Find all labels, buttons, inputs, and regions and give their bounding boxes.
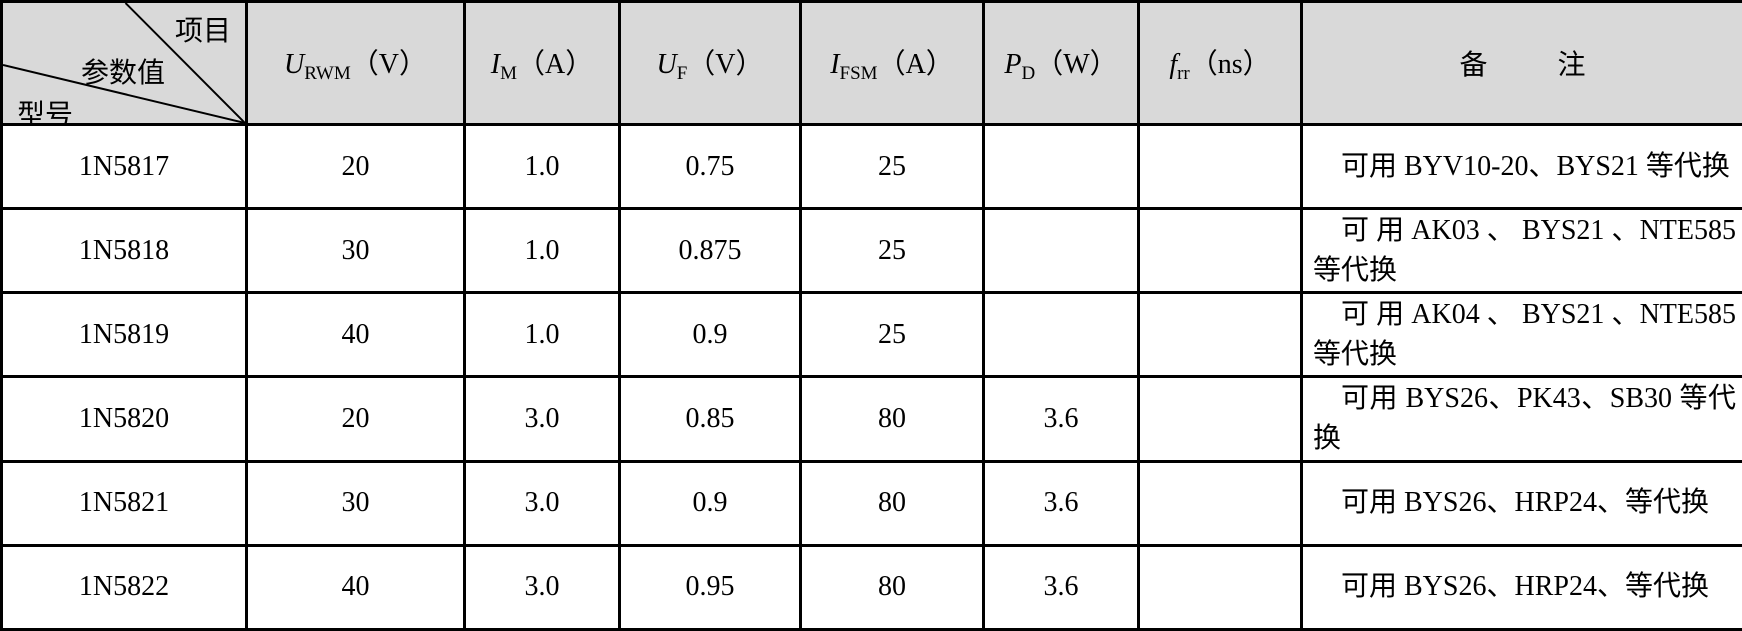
col-unit: （A） (517, 48, 594, 80)
col-symbol: U (284, 48, 305, 80)
cell-im: 1.0 (463, 207, 621, 295)
col-header-ifsm: IFSM（A） (799, 0, 985, 126)
cell-frr (1137, 291, 1303, 379)
corner-header-cell: 项目 参数值 型号 (0, 0, 248, 126)
col-symbol: U (656, 48, 677, 80)
col-unit: （ns） (1189, 48, 1271, 80)
diagonal-lines (4, 4, 244, 122)
cell-uf: 0.9 (618, 459, 802, 547)
cell-note: 可 用 AK04 、 BYS21 、NTE585 等代换 (1300, 291, 1742, 379)
cell-pd: 3.6 (982, 375, 1140, 463)
corner-label-model: 型号 (17, 100, 74, 125)
cell-model: 1N5822 (0, 543, 248, 631)
cell-ifsm: 25 (799, 291, 985, 379)
note-text: 可 用 AK04 、 BYS21 、NTE585 等代换 (1313, 298, 1736, 370)
cell-note: 可 用 AK03 、 BYS21 、NTE585 等代换 (1300, 207, 1742, 295)
col-subscript: M (500, 62, 517, 84)
note-text: 可 用 AK03 、 BYS21 、NTE585 等代换 (1313, 214, 1736, 286)
cell-model: 1N5820 (0, 375, 248, 463)
cell-ifsm: 80 (799, 459, 985, 547)
cell-note: 可用 BYS26、PK43、SB30 等代换 (1300, 375, 1742, 463)
col-subscript: F (676, 62, 688, 84)
col-subscript: FSM (839, 62, 878, 84)
col-unit: （V） (687, 48, 764, 80)
col-symbol: f (1169, 48, 1178, 80)
col-subscript: RWM (304, 62, 351, 84)
note-text: 可用 BYS26、HRP24、等代换 (1341, 571, 1709, 603)
cell-uf: 0.9 (618, 291, 802, 379)
cell-im: 3.0 (463, 543, 621, 631)
cell-pd (982, 122, 1140, 211)
col-symbol: I (830, 48, 840, 80)
cell-uf: 0.85 (618, 375, 802, 463)
col-header-im: IM（A） (463, 0, 621, 126)
note-text: 可用 BYS26、HRP24、等代换 (1341, 487, 1709, 519)
corner-label-item: 项目 (174, 16, 231, 47)
col-header-frr: frr（ns） (1137, 0, 1303, 126)
table-row: 1N5819 40 1.0 0.9 25 可 用 AK04 、 BYS21 、N… (0, 291, 1742, 379)
cell-uf: 0.875 (618, 207, 802, 295)
col-unit: （A） (877, 48, 954, 80)
cell-frr (1137, 543, 1303, 631)
col-symbol: I (490, 48, 501, 80)
cell-model: 1N5818 (0, 207, 248, 295)
cell-pd: 3.6 (982, 459, 1140, 547)
cell-note: 可用 BYS26、HRP24、等代换 (1300, 543, 1742, 631)
note-text: 可用 BYS26、PK43、SB30 等代换 (1313, 383, 1736, 455)
notes-header-char-2: 注 (1557, 50, 1586, 81)
cell-urwm: 40 (245, 543, 466, 631)
cell-ifsm: 25 (799, 122, 985, 211)
cell-urwm: 30 (245, 459, 466, 547)
cell-im: 3.0 (463, 375, 621, 463)
table-row: 1N5821 30 3.0 0.9 80 3.6 可用 BYS26、HRP24、… (0, 459, 1742, 547)
cell-frr (1137, 375, 1303, 463)
cell-note: 可用 BYV10-20、BYS21 等代换 (1300, 122, 1742, 211)
cell-note: 可用 BYS26、HRP24、等代换 (1300, 459, 1742, 547)
cell-ifsm: 25 (799, 207, 985, 295)
col-header-notes: 备注 (1300, 0, 1742, 126)
table-row: 1N5817 20 1.0 0.75 25 可用 BYV10-20、BYS21 … (0, 122, 1742, 211)
col-header-uf: UF（V） (618, 0, 802, 126)
notes-header-char-1: 备 (1459, 50, 1488, 81)
header-row: 项目 参数值 型号 URWM（V） IM（A） UF（V） IFSM（A） PD… (0, 0, 1742, 126)
cell-ifsm: 80 (799, 375, 985, 463)
note-text: 可用 BYV10-20、BYS21 等代换 (1341, 150, 1730, 182)
cell-urwm: 30 (245, 207, 466, 295)
col-unit: （W） (1035, 48, 1118, 80)
cell-urwm: 20 (245, 375, 466, 463)
cell-ifsm: 80 (799, 543, 985, 631)
cell-uf: 0.75 (618, 122, 802, 211)
cell-urwm: 20 (245, 122, 466, 211)
table-row: 1N5822 40 3.0 0.95 80 3.6 可用 BYS26、HRP24… (0, 543, 1742, 631)
col-unit: （V） (350, 48, 427, 80)
col-header-pd: PD（W） (982, 0, 1140, 126)
cell-pd (982, 207, 1140, 295)
cell-model: 1N5817 (0, 122, 248, 211)
col-header-urwm: URWM（V） (245, 0, 466, 126)
cell-frr (1137, 459, 1303, 547)
cell-frr (1137, 122, 1303, 211)
cell-model: 1N5821 (0, 459, 248, 547)
col-subscript: D (1021, 62, 1036, 84)
cell-urwm: 40 (245, 291, 466, 379)
cell-pd (982, 291, 1140, 379)
corner-label-parameter: 参数值 (81, 58, 166, 89)
cell-im: 3.0 (463, 459, 621, 547)
col-subscript: rr (1177, 62, 1190, 84)
cell-model: 1N5819 (0, 291, 248, 379)
cell-frr (1137, 207, 1303, 295)
table-row: 1N5818 30 1.0 0.875 25 可 用 AK03 、 BYS21 … (0, 207, 1742, 295)
cell-im: 1.0 (463, 291, 621, 379)
table-row: 1N5820 20 3.0 0.85 80 3.6 可用 BYS26、PK43、… (0, 375, 1742, 463)
cell-im: 1.0 (463, 122, 621, 211)
col-symbol: P (1004, 48, 1022, 80)
cell-uf: 0.95 (618, 543, 802, 631)
cell-pd: 3.6 (982, 543, 1140, 631)
